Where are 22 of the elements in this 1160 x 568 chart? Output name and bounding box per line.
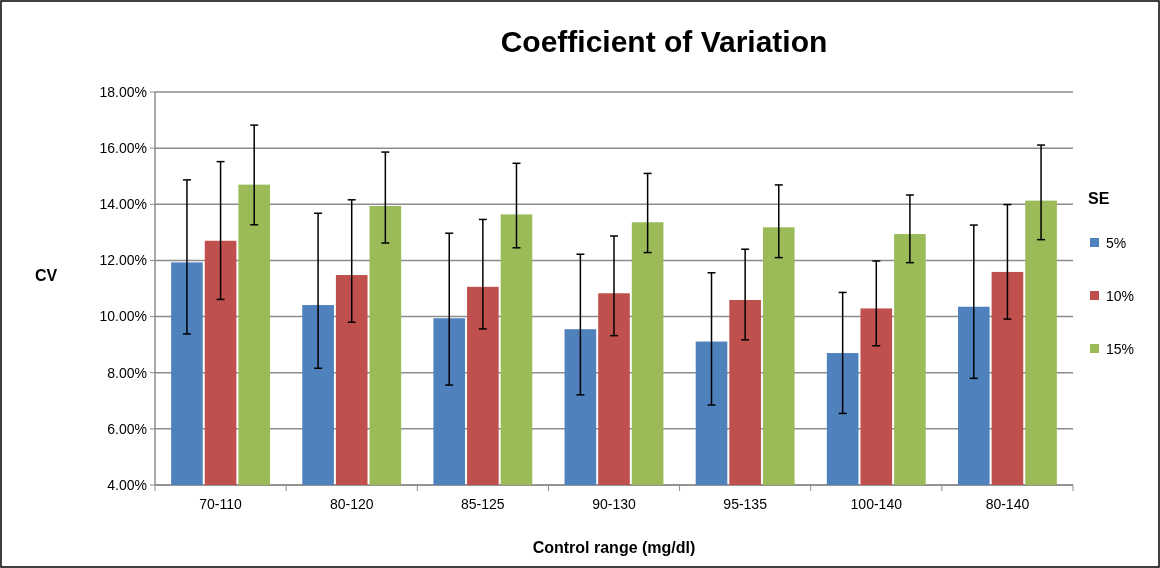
legend-label: 15% (1106, 340, 1135, 357)
y-axis-title: CV (34, 266, 58, 284)
x-tick-label: 70-110 (199, 496, 243, 512)
y-tick-label: 12.00% (99, 252, 147, 269)
x-axis-title: Control range (mg/dl) (532, 539, 696, 556)
y-tick-label: 16.00% (99, 140, 147, 157)
y-tick-label: 8.00% (107, 364, 147, 381)
x-tick-label: 100-140 (850, 496, 903, 512)
x-tick-label: 90-130 (592, 496, 637, 512)
x-tick-label: 85-125 (461, 496, 505, 512)
y-tick-label: 14.00% (99, 196, 147, 213)
y-tick-label: 6.00% (107, 420, 147, 437)
x-tick-label: 80-140 (985, 496, 1030, 512)
x-tick-label: 95-135 (723, 496, 768, 512)
y-tick-label: 18.00% (99, 83, 147, 100)
chart-title: Coefficient of Variation (500, 25, 828, 58)
y-tick-label: 4.00% (107, 476, 147, 493)
legend-label: 10% (1106, 287, 1135, 304)
x-tick-label: 80-120 (329, 496, 374, 512)
legend-label: 5% (1106, 234, 1127, 251)
y-tick-label: 10.00% (99, 308, 147, 325)
legend-title: SE (1088, 190, 1110, 207)
